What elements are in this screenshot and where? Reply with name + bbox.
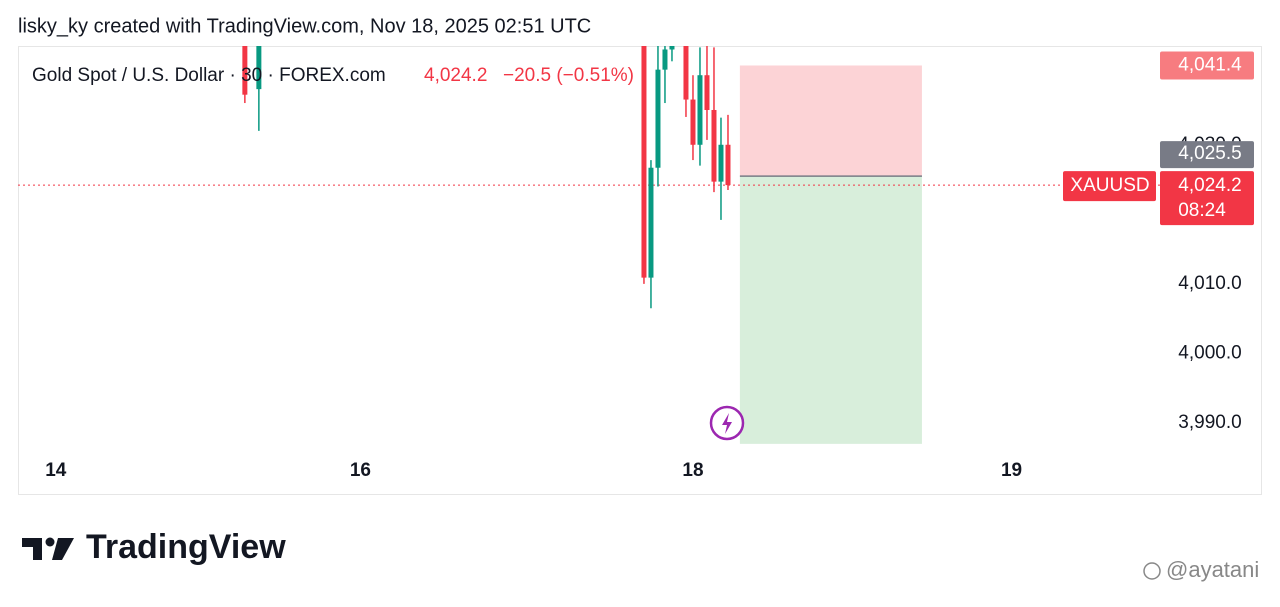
candle-body bbox=[718, 144, 724, 182]
candle-body bbox=[256, 46, 262, 90]
x-tick-label: 18 bbox=[682, 460, 703, 481]
stop-zone bbox=[739, 65, 922, 177]
stop-price-box bbox=[1160, 51, 1254, 80]
last-price-label: 4,024.2 bbox=[1178, 175, 1241, 196]
entry-price-label: 4,025.5 bbox=[1178, 143, 1241, 164]
legend-change: −20.5 (−0.51%) bbox=[503, 65, 634, 86]
candle-body bbox=[242, 46, 248, 95]
credit: lisky_ky created with TradingView.com, N… bbox=[18, 15, 591, 37]
logo: TradingView bbox=[22, 528, 286, 566]
x-tick-label: 16 bbox=[350, 460, 371, 481]
candle-body bbox=[669, 46, 675, 50]
candle-body bbox=[648, 167, 654, 278]
overlay: 4,041.4 4,025.5 XAUUSD 4,024.2 08:24 Gold Spo… bbox=[32, 51, 1254, 226]
stop-price-label: 4,041.4 bbox=[1178, 54, 1242, 75]
alert-icon bbox=[709, 405, 745, 441]
legend-price: 4,024.2 bbox=[424, 65, 487, 86]
candle-body bbox=[662, 49, 668, 70]
candle-body bbox=[655, 69, 661, 168]
entry-price-box bbox=[1160, 141, 1254, 169]
y-tick-label: 4,010.0 bbox=[1178, 273, 1241, 294]
legend-title: Gold Spot / U.S. Dollar · 30 · FOREX.com bbox=[32, 65, 386, 86]
candle-body bbox=[683, 46, 689, 100]
plot-area bbox=[18, 46, 1160, 444]
candle-body bbox=[704, 75, 710, 110]
candle-body bbox=[641, 46, 647, 278]
watermark-text: @ayatani bbox=[1166, 557, 1259, 582]
watermark: @ayatani bbox=[1143, 557, 1259, 582]
y-tick-label: 4,000.0 bbox=[1178, 342, 1241, 363]
candle-body bbox=[725, 144, 731, 186]
symbol-label: XAUUSD bbox=[1070, 175, 1149, 196]
candle-body bbox=[711, 109, 717, 182]
countdown: 08:24 bbox=[1178, 200, 1226, 221]
x-tick-label: 19 bbox=[1001, 460, 1022, 481]
symbol-box bbox=[1063, 171, 1156, 202]
last-price-box bbox=[1160, 171, 1254, 226]
candle-body bbox=[697, 75, 703, 145]
logo-text: TradingView bbox=[86, 528, 286, 566]
chart-frame bbox=[18, 46, 1262, 495]
x-tick-label: 14 bbox=[45, 460, 67, 481]
target-zone bbox=[739, 176, 922, 444]
candle-body bbox=[690, 99, 696, 145]
y-tick-label: 3,990.0 bbox=[1178, 412, 1241, 433]
